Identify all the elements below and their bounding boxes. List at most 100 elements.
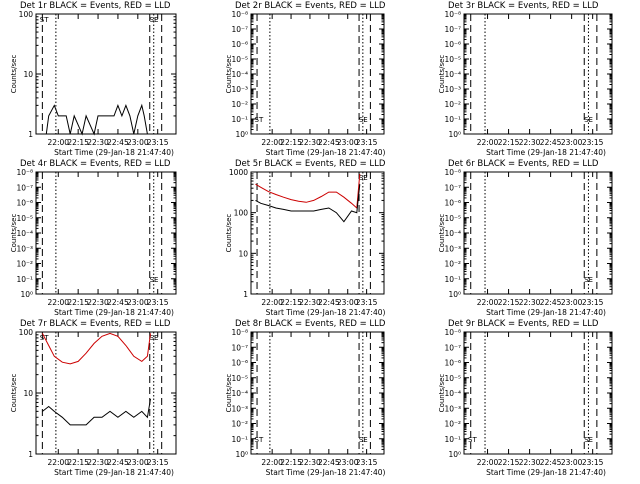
marker-label-se: SE <box>150 276 159 284</box>
x-tick-label: 22:30 <box>519 298 541 307</box>
panel-5: Det 5r BLACK = Events, RED = LLD 1 10 100 10… <box>225 159 386 317</box>
panel-title: Det 4r BLACK = Events, RED = LLD <box>20 159 171 169</box>
y-tick-label: 10⁻⁴ <box>444 389 461 398</box>
plot-frame <box>250 171 385 295</box>
y-tick-label: 10⁻³ <box>444 404 461 413</box>
x-tick-label: 22:15 <box>280 458 302 467</box>
x-tick-label: 22:30 <box>519 138 541 147</box>
y-tick-label: 10 <box>23 70 33 79</box>
x-tick-label: 23:15 <box>356 138 378 147</box>
y-axis-label: Counts/sec <box>438 214 446 253</box>
marker-label-se: SE <box>150 16 159 24</box>
y-tick-label: 10⁻¹ <box>444 275 461 284</box>
x-tick-label: 22:15 <box>498 458 520 467</box>
x-tick-label: 22:00 <box>477 458 499 467</box>
x-tick-label: 23:00 <box>561 298 583 307</box>
plot-frame <box>35 331 177 455</box>
y-tick-label: 10⁻⁴ <box>231 389 248 398</box>
y-tick-label: 100 <box>19 10 34 19</box>
x-axis-label: Start Time (29-Jan-18 21:47:40) <box>486 148 606 157</box>
x-tick-label: 22:00 <box>477 138 499 147</box>
x-axis-label: Start Time (29-Jan-18 21:47:40) <box>486 308 606 317</box>
x-tick-label: 22:15 <box>280 298 302 307</box>
x-tick-label: 23:00 <box>127 138 149 147</box>
x-tick-label: 22:30 <box>299 298 321 307</box>
y-tick-label: 10⁻⁴ <box>444 229 461 238</box>
y-tick-label: 10⁻⁴ <box>16 229 33 238</box>
series-line-1 <box>36 103 151 136</box>
y-tick-label: 10 <box>238 249 248 258</box>
x-tick-label: 22:45 <box>540 298 562 307</box>
x-tick-label: 23:00 <box>337 298 359 307</box>
marker-label-se: SE <box>359 174 368 182</box>
x-tick-label: 22:30 <box>87 298 109 307</box>
marker-label-se: SE <box>359 116 368 124</box>
x-tick-label: 23:15 <box>147 298 169 307</box>
y-tick-label: 10⁻⁷ <box>444 183 461 192</box>
series-line-2 <box>42 398 151 426</box>
y-axis-label: Counts/sec <box>225 214 233 253</box>
x-tick-label: 23:15 <box>582 298 604 307</box>
y-tick-label: 1 <box>243 290 248 299</box>
y-tick-label: 10⁻³ <box>16 244 33 253</box>
panel-2: Det 2r BLACK = Events, RED = LLD 10⁰ 10⁻¹ 1… <box>225 1 386 157</box>
x-tick-label: 23:15 <box>356 458 378 467</box>
panel-title: Det 9r BLACK = Events, RED = LLD <box>448 319 599 329</box>
y-tick-label: 10⁻⁴ <box>444 70 461 79</box>
y-tick-label: 10⁻¹ <box>231 115 248 124</box>
panel-title: Det 2r BLACK = Events, RED = LLD <box>235 1 386 11</box>
y-tick-label: 10⁻³ <box>444 244 461 253</box>
panel-3: Det 3r BLACK = Events, RED = LLD 10⁰ 10⁻¹ 1… <box>438 1 613 157</box>
x-tick-label: 23:15 <box>147 458 169 467</box>
marker-label-se: SE <box>584 436 593 444</box>
x-tick-label: 22:45 <box>540 458 562 467</box>
x-tick-label: 22:15 <box>67 298 89 307</box>
y-tick-label: 10⁻⁸ <box>444 328 461 337</box>
panel-9: Det 9r BLACK = Events, RED = LLD 10⁰ 10⁻¹ 1… <box>438 319 613 477</box>
y-tick-label: 1 <box>28 130 33 139</box>
y-tick-label: 10⁻¹ <box>444 435 461 444</box>
y-tick-label: 10⁻⁶ <box>231 359 248 368</box>
x-tick-label: 22:45 <box>318 298 340 307</box>
x-axis-label: Start Time (29-Jan-18 21:47:40) <box>54 308 174 317</box>
y-tick-label: 10⁻⁸ <box>16 168 33 177</box>
x-axis-label: Start Time (29-Jan-18 21:47:40) <box>266 468 386 477</box>
marker-label-st: ST <box>468 436 477 444</box>
series-line-1 <box>255 173 361 210</box>
x-tick-label: 22:45 <box>107 458 129 467</box>
x-tick-label: 22:45 <box>107 138 129 147</box>
x-tick-label: 22:30 <box>299 138 321 147</box>
x-axis-label: Start Time (29-Jan-18 21:47:40) <box>486 468 606 477</box>
x-tick-label: 23:00 <box>337 458 359 467</box>
y-tick-label: 10⁻⁷ <box>231 343 248 352</box>
y-tick-label: 10⁻⁵ <box>231 55 248 64</box>
y-tick-label: 10⁻² <box>231 100 248 109</box>
x-tick-label: 22:30 <box>87 458 109 467</box>
panel-1: Det 1r BLACK = Events, RED = LLD 1 10 100 Co… <box>10 1 177 157</box>
y-axis-label: Counts/sec <box>10 374 18 413</box>
y-tick-label: 10⁻⁷ <box>16 183 33 192</box>
marker-label-se: SE <box>584 116 593 124</box>
y-tick-label: 10⁻⁸ <box>231 10 248 19</box>
y-axis-label: Counts/sec <box>225 55 233 94</box>
x-tick-label: 22:30 <box>519 458 541 467</box>
x-tick-label: 22:45 <box>318 138 340 147</box>
x-tick-label: 22:45 <box>540 138 562 147</box>
series-line-1 <box>41 332 151 365</box>
x-tick-label: 22:30 <box>299 458 321 467</box>
x-tick-label: 22:15 <box>280 138 302 147</box>
y-axis-label: Counts/sec <box>225 374 233 413</box>
y-tick-label: 10⁻⁷ <box>444 25 461 34</box>
panel-4: Det 4r BLACK = Events, RED = LLD 10⁰ 10⁻¹ 1… <box>10 159 177 317</box>
y-tick-label: 10⁻⁸ <box>444 168 461 177</box>
x-tick-label: 23:15 <box>582 138 604 147</box>
x-tick-label: 23:15 <box>147 138 169 147</box>
y-tick-label: 10⁰ <box>448 450 461 459</box>
x-tick-label: 23:15 <box>582 458 604 467</box>
x-tick-label: 23:00 <box>561 138 583 147</box>
y-tick-label: 10⁻¹ <box>231 435 248 444</box>
x-axis-label: Start Time (29-Jan-18 21:47:40) <box>54 148 174 157</box>
x-tick-label: 22:15 <box>67 458 89 467</box>
x-tick-label: 22:00 <box>261 298 283 307</box>
panel-8: Det 8r BLACK = Events, RED = LLD 10⁰ 10⁻¹ 1… <box>225 319 386 477</box>
